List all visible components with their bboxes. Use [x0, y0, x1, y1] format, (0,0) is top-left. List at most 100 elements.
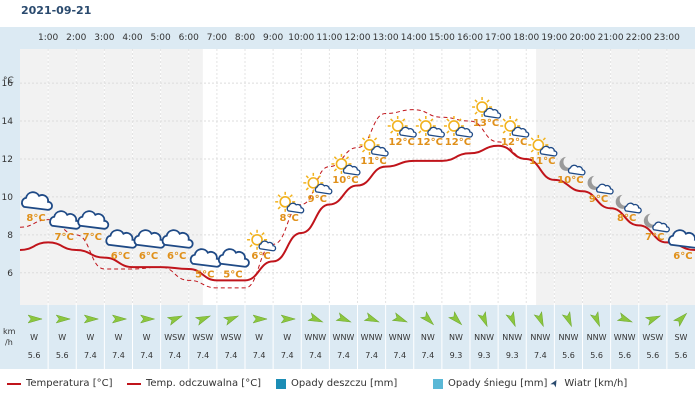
hour-label: 19:00	[541, 33, 567, 43]
temperature-label: 10°C	[557, 175, 583, 186]
temperature-label: 12°C	[389, 137, 415, 148]
wind-direction: W	[255, 333, 263, 342]
sun-ray	[333, 156, 338, 160]
legend-line-swatch	[7, 382, 21, 385]
sun-disc	[504, 120, 516, 132]
wind-speed: 7.4	[225, 351, 238, 360]
hour-label: 6:00	[179, 33, 199, 43]
wind-direction: NW	[421, 333, 435, 342]
temperature-label: 7°C	[83, 232, 102, 243]
wind-direction: NNW	[474, 333, 494, 342]
sun-ray	[502, 118, 506, 122]
wind-speed: 5.6	[590, 351, 603, 360]
temperature-label: 6°C	[111, 251, 130, 262]
temperature-label: 12°C	[501, 137, 527, 148]
sun-disc	[279, 196, 291, 208]
wind-direction: WSW	[220, 333, 241, 342]
sun-ray	[305, 187, 309, 191]
temperature-label: 11°C	[529, 156, 555, 167]
temperature-label: 7°C	[645, 232, 664, 243]
wind-speed: 7.4	[365, 351, 378, 360]
wind-direction: WSW	[642, 333, 663, 342]
y-tick-label: 10	[2, 193, 14, 203]
wind-direction: W	[86, 333, 94, 342]
cloud-icon	[217, 248, 250, 268]
left-axis-panel	[0, 27, 20, 327]
wind-direction: WNW	[389, 333, 411, 342]
wind-speed: 5.6	[28, 351, 41, 360]
wind-speed: 7.4	[309, 351, 322, 360]
wind-arrow-shape	[673, 312, 688, 327]
temperature-label: 8°C	[280, 213, 299, 224]
small-cloud-shape	[258, 240, 277, 252]
cloud-icon	[77, 210, 110, 230]
small-cloud-shape	[511, 126, 530, 138]
wind-speed: 7.4	[281, 351, 294, 360]
moon-shadow	[647, 212, 660, 225]
y-tick-label: 16	[2, 79, 14, 89]
sun-disc	[420, 120, 432, 132]
temperature-label: 8°C	[26, 213, 45, 224]
wind-arrow-shape	[252, 314, 268, 324]
hour-label: 16:00	[457, 33, 483, 43]
moon-cloud-icon	[587, 174, 614, 195]
wind-direction: WNW	[361, 333, 383, 342]
wind-speed: 7.4	[534, 351, 547, 360]
legend-square-swatch	[276, 378, 286, 389]
wind-direction: W	[114, 333, 122, 342]
wind-arrow-shape	[307, 312, 324, 323]
wind-direction: NW	[449, 333, 463, 342]
cloud-shape	[77, 210, 110, 230]
temperature-label: 13°C	[473, 118, 499, 129]
hour-header	[20, 27, 695, 49]
wind-speed: 7.4	[84, 351, 97, 360]
small-cloud-shape	[483, 107, 502, 119]
wind-arrow-icon	[223, 315, 240, 326]
cloud-icon	[21, 191, 53, 211]
legend-item: Temperatura [°C]	[7, 378, 113, 389]
sun-disc	[335, 158, 348, 170]
hour-label: 12:00	[345, 33, 371, 43]
sun-cloud-icon	[387, 115, 417, 138]
temperature-label: 8°C	[617, 213, 636, 224]
hour-label: 11:00	[316, 33, 342, 43]
sun-ray	[277, 194, 281, 198]
sun-ray	[361, 137, 366, 141]
small-cloud-shape	[399, 126, 417, 138]
y-tick-label: 14	[2, 117, 14, 127]
wind-speed: 7.4	[253, 351, 266, 360]
moon-shadow	[563, 155, 576, 168]
sun-ray	[474, 99, 478, 103]
wind-direction: NNW	[558, 333, 578, 342]
small-cloud-shape	[652, 221, 670, 233]
wind-arrow-icon	[111, 314, 128, 324]
wind-arrow-icon	[448, 311, 463, 326]
legend-item: Opady śniegu [mm]	[433, 378, 547, 389]
hour-label: 7:00	[207, 33, 227, 43]
wind-unit-label-2: /h	[5, 338, 13, 347]
wind-arrow-icon	[55, 314, 72, 324]
moon-cloud-icon	[559, 155, 586, 176]
wind-direction: NNW	[530, 333, 550, 342]
wind-arrow-icon	[335, 312, 352, 323]
temperature-label: 10°C	[332, 175, 358, 186]
wind-arrow-shape	[166, 315, 183, 326]
wind-arrow-shape	[391, 312, 408, 323]
wind-speed: 7.4	[196, 351, 209, 360]
wind-arrow-icon	[363, 312, 380, 323]
wind-direction: WNW	[304, 333, 326, 342]
wind-arrow-shape	[139, 314, 156, 324]
wind-speed: 7.4	[393, 351, 406, 360]
temperature-label: 11°C	[360, 156, 386, 167]
wind-speed: 7.4	[168, 351, 181, 360]
moon-cloud-icon	[615, 193, 642, 214]
temperature-label: 6°C	[139, 251, 158, 262]
wind-speed: 5.6	[56, 351, 69, 360]
wind-arrow-icon	[391, 312, 408, 323]
sun-cloud-icon	[443, 115, 474, 138]
sun-cloud-icon	[331, 153, 361, 176]
sun-cloud-icon	[415, 115, 445, 138]
cloud-icon	[667, 229, 695, 249]
sun-ray	[530, 137, 534, 141]
